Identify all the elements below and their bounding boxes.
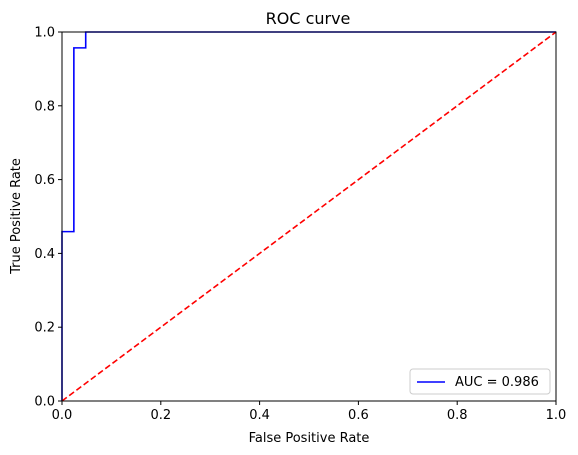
y-tick-label: 0.6	[34, 173, 55, 188]
y-axis-ticks: 0.0 0.2 0.4 0.6 0.8 1.0	[34, 26, 62, 410]
x-tick-label: 0.6	[348, 408, 369, 423]
random-baseline-line	[61, 31, 557, 402]
plot-area	[61, 31, 557, 402]
x-tick-label: 0.2	[150, 408, 171, 423]
x-axis-label: False Positive Rate	[249, 431, 370, 446]
y-axis-label: True Positive Rate	[9, 158, 24, 275]
legend: AUC = 0.986	[409, 368, 551, 395]
y-tick-label: 0.8	[34, 99, 55, 114]
x-tick-label: 0.0	[52, 408, 73, 423]
chart-title: ROC curve	[266, 9, 351, 28]
y-tick-label: 0.2	[34, 321, 55, 336]
legend-box	[409, 368, 551, 395]
x-tick-label: 0.8	[447, 408, 468, 423]
x-axis-ticks: 0.0 0.2 0.4 0.6 0.8 1.0	[52, 401, 567, 423]
y-tick-label: 0.0	[34, 395, 55, 410]
y-tick-label: 0.4	[34, 247, 55, 262]
legend-label-roc: AUC = 0.986	[455, 375, 539, 390]
y-tick-label: 1.0	[34, 26, 55, 41]
plot-frame	[61, 31, 557, 402]
x-tick-label: 1.0	[546, 408, 567, 423]
x-tick-label: 0.4	[249, 408, 270, 423]
